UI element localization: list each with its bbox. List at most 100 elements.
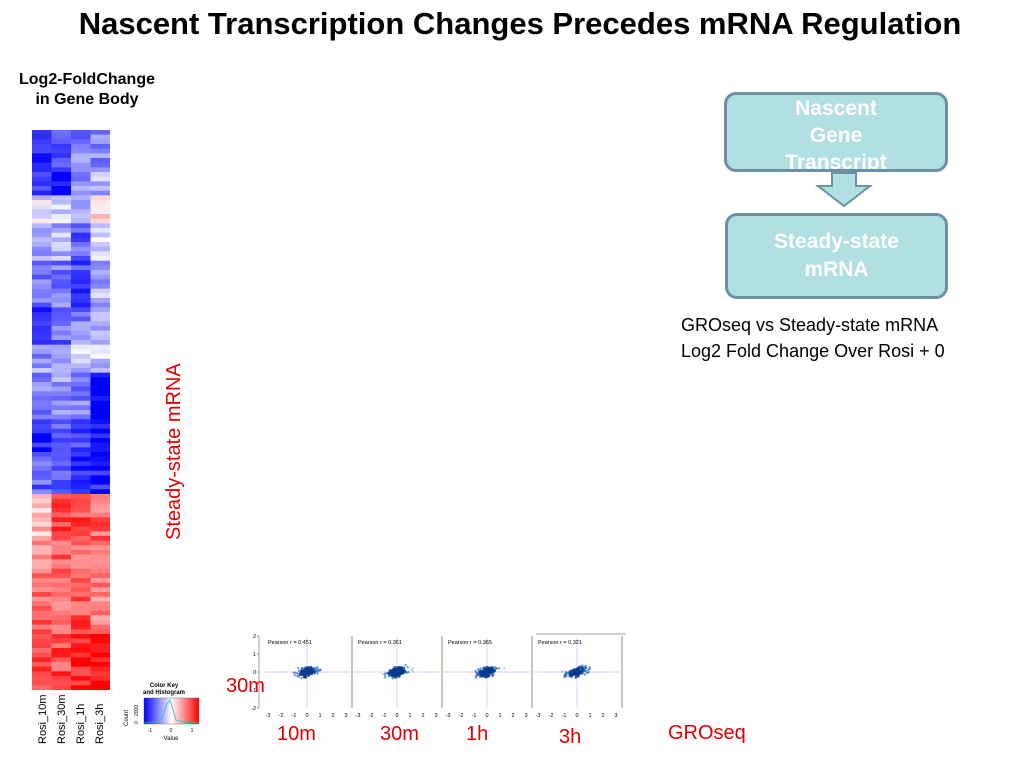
heatmap-cell [90,256,110,261]
heatmap-cell [90,162,110,168]
heatmap-cell [90,662,110,667]
heatmap-cell [51,144,72,149]
heatmap-cell [51,190,72,196]
heatmap-cell [71,162,91,168]
heatmap-cell [90,466,110,471]
heatmap-cell [90,340,110,345]
heatmap-cell [51,428,72,434]
scatter-point [474,676,477,679]
heatmap-cell [32,680,52,686]
heatmap-cell [71,606,91,611]
heatmap-cell [90,354,110,359]
heatmap-cell [51,330,72,336]
heatmap-cell [71,242,91,247]
heatmap-cell [90,624,110,630]
steady-box-line: mRNA [804,258,869,281]
scatter-point [585,671,588,674]
heatmap-cell [51,410,72,415]
heatmap-cell [71,288,91,294]
heatmap-cell [32,172,52,177]
x-tick-label: 3 [344,713,347,719]
heatmap-cell [71,410,91,415]
nascent-box-line: Gene [809,124,863,147]
heatmap-cell [51,354,72,359]
heatmap-cell [71,214,91,219]
heatmap-cell [90,606,110,611]
heatmap-cell [90,260,110,266]
scatter-point [565,672,568,675]
heatmap-cell [32,531,52,537]
scatter-panel-30m: Pearson r = 0.361 -3 -2 -1 0 1 2 3 [354,636,443,719]
heatmap-cell [90,200,110,205]
heatmap-cell [90,312,110,317]
heatmap-cell [51,363,72,369]
heatmap-cell [32,512,52,518]
heatmap-cell [71,526,91,532]
heatmap-cell [90,288,110,294]
scatter-panel-1h: Pearson r = 0.365 -3 -2 -1 0 1 2 3 [444,636,533,719]
heatmap-cell [32,340,52,345]
heatmap-cell [32,578,52,583]
heatmap-cell [71,396,91,401]
heatmap-cell [32,209,52,215]
heatmap-cell [51,592,72,597]
heatmap-cell [90,596,110,602]
heatmap-cell [90,517,110,523]
heatmap-cell [32,592,52,597]
heatmap-cell [51,288,72,294]
heatmap-cell [90,540,110,546]
heatmap-cell [51,615,72,621]
heatmap-cell [71,470,91,476]
heatmap-cell [90,550,110,555]
heatmap-cell [90,279,110,285]
heatmap-cell [51,349,72,355]
heatmap-cell [51,620,72,625]
heatmap-cell [71,489,91,495]
heatmap-cell [71,148,91,154]
scatter-point [390,675,393,678]
heatmap-cell [32,545,52,551]
heatmap-cell [71,596,91,602]
heatmap-cell [51,568,72,574]
heatmap-cell [90,503,110,509]
heatmap-cell [32,517,52,523]
heatmap-cell [51,195,72,201]
scatter-point [303,670,308,674]
heatmap-cell [51,270,72,275]
heatmap-cell [32,265,52,271]
heatmap-cell [90,442,110,448]
heatmap-cell [51,438,72,443]
heatmap-cell [32,260,52,266]
heatmap-cell [32,186,52,191]
heatmap-cell [51,312,72,317]
heatmap-cell [51,442,72,448]
nascent-transcript-box: Nascent Gene Transcript [724,92,948,172]
heatmap-cell [90,316,110,322]
heatmap-cell [90,195,110,201]
scatter-point [394,675,398,679]
heatmap-cell [51,578,72,583]
heatmap-cell [32,256,52,261]
heatmap-cell [90,414,110,420]
heatmap-cell [90,326,110,331]
scatter-point [391,667,396,671]
heatmap-cell [51,643,72,649]
heatmap-cell [32,377,52,383]
heatmap-cell [51,624,72,630]
heatmap-cell [32,204,52,210]
heatmap-cell [71,545,91,551]
heatmap-cell [90,344,110,350]
heatmap-cell [51,134,72,140]
heatmap-cell [71,461,91,467]
heatmap-cell [90,335,110,341]
heatmap-cell [32,134,52,140]
heatmap-cell [71,302,91,308]
heatmap-title-line2: in Gene Body [35,91,139,108]
heatmap-cell [71,139,91,145]
x-tick-label: 2 [421,713,424,719]
scatter-point [402,667,405,670]
heatmap-cell [32,610,52,616]
heatmap-cell [51,610,72,616]
heatmap-cell [32,270,52,275]
